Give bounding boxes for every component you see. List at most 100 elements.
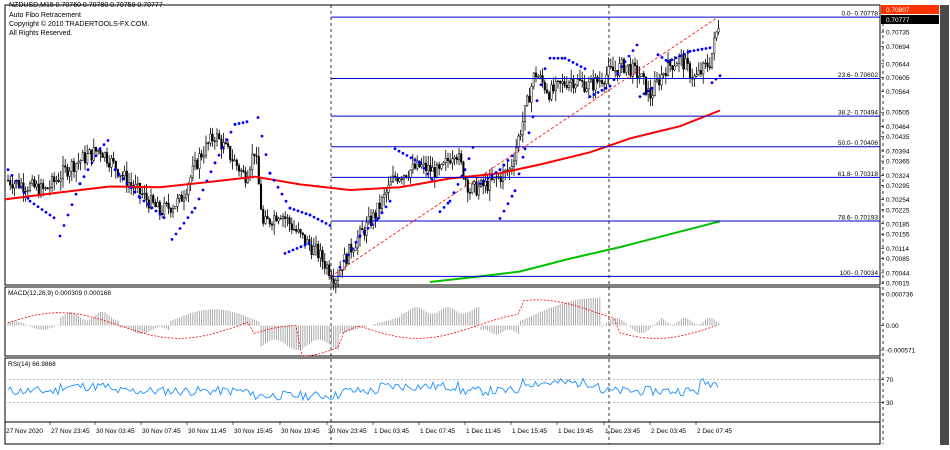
sar-dot — [295, 247, 299, 250]
sar-dot — [197, 197, 201, 201]
sar-dot — [448, 199, 452, 203]
sar-dot — [342, 259, 346, 263]
candle-body — [515, 147, 518, 162]
candle-body — [237, 165, 241, 172]
sar-dot — [646, 89, 650, 93]
candle-body — [653, 80, 656, 96]
candle-body — [64, 165, 67, 168]
candle-body — [605, 74, 608, 85]
sar-dot — [52, 216, 56, 220]
time-tick-label: 30 Nov 19:45 — [281, 428, 320, 435]
candle-body — [332, 278, 335, 284]
sar-dot — [58, 234, 62, 238]
sar-dot — [129, 186, 133, 190]
indicator-name: Auto Fibo Retracement — [9, 12, 81, 19]
sar-dot — [490, 173, 494, 177]
sar-dot — [28, 199, 32, 203]
candle-body — [675, 63, 678, 67]
sar-dot — [354, 240, 358, 244]
macd-tick-label: -0.000571 — [886, 348, 916, 355]
sar-dot — [106, 139, 110, 142]
candle-body — [614, 70, 617, 72]
candle-body — [145, 192, 148, 201]
price-tick-label: 0.70365 — [886, 159, 910, 166]
candle-body — [702, 62, 705, 75]
candle-body — [44, 187, 47, 189]
candle-body — [543, 81, 546, 91]
candle-body — [158, 201, 161, 214]
sar-dot — [78, 182, 82, 186]
candle-body — [112, 158, 115, 162]
sar-dot — [283, 252, 287, 255]
candle-body — [411, 163, 414, 171]
candle-body — [92, 146, 95, 161]
sar-dot — [452, 191, 456, 195]
sar-dot — [213, 161, 217, 165]
candle-body — [695, 74, 698, 77]
sar-dot — [426, 172, 430, 176]
candle-body — [567, 81, 571, 88]
window-scroll-edge — [940, 5, 949, 445]
sar-dot — [380, 211, 384, 215]
sar-dot — [560, 56, 564, 60]
fibo-level-label: 100- 0.70034 — [840, 270, 879, 277]
sar-dot — [600, 88, 604, 92]
sar-dot — [397, 149, 401, 153]
candle-body — [123, 170, 126, 177]
sar-dot — [664, 58, 668, 62]
candle-body — [693, 76, 696, 80]
sar-dot — [256, 116, 260, 119]
candle-body — [556, 80, 560, 83]
candle-body — [563, 81, 566, 86]
sar-dot — [193, 206, 197, 210]
candle-body — [715, 31, 718, 39]
sar-dot — [316, 217, 320, 221]
candle-body — [160, 212, 164, 215]
candle-body — [86, 153, 89, 164]
candle-body — [433, 167, 436, 179]
candle-body — [620, 59, 623, 64]
candle-body — [75, 163, 78, 172]
sar-dot — [154, 209, 158, 213]
moving-average-fast-line — [4, 109, 721, 201]
sar-dot — [523, 147, 527, 151]
sar-dot — [482, 179, 486, 183]
candle-body — [671, 65, 674, 70]
sar-dot — [209, 170, 213, 174]
candle-body — [101, 153, 104, 158]
candle-body — [537, 76, 540, 78]
sar-dot — [225, 138, 229, 142]
sar-dot — [229, 130, 233, 134]
candle-body — [464, 177, 467, 181]
sar-dot — [138, 196, 142, 200]
candle-body — [306, 239, 309, 245]
sar-dot — [94, 154, 98, 158]
macd-signal-line — [7, 299, 717, 357]
fibo-level-label: 78.6- 0.70193 — [838, 214, 879, 221]
sar-dot — [588, 95, 592, 98]
sar-dot — [502, 209, 506, 213]
price-tick-label: 0.70464 — [886, 124, 910, 131]
candle-body — [372, 212, 375, 226]
candle-body — [152, 195, 155, 203]
candle-body — [633, 62, 637, 67]
sar-dot — [366, 226, 370, 230]
fibo-level-label: 61.8- 0.70318 — [838, 171, 879, 178]
candle-body — [501, 171, 505, 183]
sar-dot — [102, 143, 106, 147]
sar-dot — [264, 153, 268, 157]
sar-dot — [660, 56, 664, 59]
candle-body — [143, 192, 146, 195]
sar-dot — [708, 46, 712, 50]
candle-body — [385, 191, 388, 195]
sar-dot — [583, 67, 587, 71]
candle-body — [664, 73, 667, 77]
candle-body — [704, 62, 707, 64]
candle-body — [581, 80, 584, 82]
candle-body — [600, 80, 604, 84]
candle-body — [427, 164, 430, 171]
sar-dot — [620, 65, 624, 68]
candle-body — [191, 165, 194, 178]
